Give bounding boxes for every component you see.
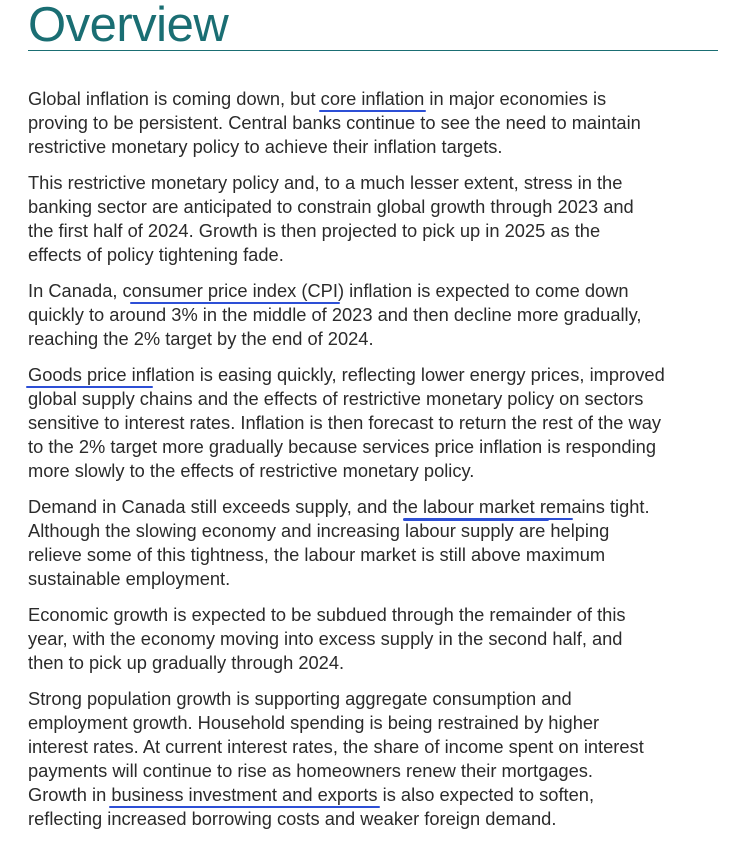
paragraph: Global inflation is coming down, but cor… [28, 87, 718, 159]
body-text: Global inflation is coming down, but cor… [28, 87, 718, 831]
text-line: Demand in Canada still exceeds supply, a… [28, 495, 718, 519]
text-segment: year, with the economy moving into exces… [28, 628, 623, 649]
text-segment: restrictive monetary policy to achieve t… [28, 136, 503, 157]
paragraph: Economic growth is expected to be subdue… [28, 603, 718, 675]
text-line: Although the slowing economy and increas… [28, 519, 718, 543]
pen-underlined-phrase: onsumer price index (CPI [131, 280, 338, 301]
pen-underlined-phrase: labour market rem [422, 496, 572, 517]
text-line: sensitive to interest rates. Inflation i… [28, 411, 718, 435]
text-line: Goods price inflation is easing quickly,… [28, 363, 718, 387]
text-line: sustainable employment. [28, 567, 718, 591]
text-segment: Economic growth is expected to be subdue… [28, 604, 626, 625]
text-line: restrictive monetary policy to achieve t… [28, 135, 718, 159]
pen-underlined-phrase: business investment and exports [111, 784, 378, 805]
paragraph: Strong population growth is supporting a… [28, 687, 718, 831]
text-line: reflecting increased borrowing costs and… [28, 807, 718, 831]
text-segment: Demand in Canada still exceeds supply, a… [28, 496, 423, 517]
paragraph: In Canada, consumer price index (CPI) in… [28, 279, 718, 351]
text-segment: interest rates. At current interest rate… [28, 736, 644, 757]
text-segment: reflecting increased borrowing costs and… [28, 808, 557, 829]
text-line: effects of policy tightening fade. [28, 243, 718, 267]
text-line: proving to be persistent. Central banks … [28, 111, 718, 135]
text-segment: more slowly to the effects of restrictiv… [28, 460, 475, 481]
text-line: more slowly to the effects of restrictiv… [28, 459, 718, 483]
text-segment: employment growth. Household spending is… [28, 712, 600, 733]
text-segment: payments will continue to rise as homeow… [28, 760, 593, 781]
text-line: interest rates. At current interest rate… [28, 735, 718, 759]
text-segment: to the 2% target more gradually because … [28, 436, 656, 457]
text-line: Global inflation is coming down, but cor… [28, 87, 718, 111]
text-segment: global supply chains and the effects of … [28, 388, 644, 409]
text-segment: proving to be persistent. Central banks … [28, 112, 641, 133]
text-segment: sensitive to interest rates. Inflation i… [28, 412, 662, 433]
text-line: relieve some of this tightness, the labo… [28, 543, 718, 567]
text-segment: is also expected to soften, [377, 784, 595, 805]
text-segment: effects of policy tightening fade. [28, 244, 284, 265]
text-segment: lation is easing quickly, reflecting low… [150, 364, 665, 385]
text-segment: Growth in [28, 784, 112, 805]
paragraph: This restrictive monetary policy and, to… [28, 171, 718, 267]
text-line: to the 2% target more gradually because … [28, 435, 718, 459]
text-line: year, with the economy moving into exces… [28, 627, 718, 651]
text-line: then to pick up gradually through 2024. [28, 651, 718, 675]
text-line: quickly to around 3% in the middle of 20… [28, 303, 718, 327]
text-segment: ) inflation is expected to come down [337, 280, 629, 301]
text-segment: in major economies is [424, 88, 607, 109]
text-line: banking sector are anticipated to constr… [28, 195, 718, 219]
text-segment: the first half of 2024. Growth is then p… [28, 220, 601, 241]
document-page: Overview Global inflation is coming down… [28, 0, 718, 843]
pen-underlined-phrase: Goods price inf [28, 364, 151, 385]
text-segment: sustainable employment. [28, 568, 231, 589]
text-segment: ains tight. [571, 496, 650, 517]
text-line: the first half of 2024. Growth is then p… [28, 219, 718, 243]
text-line: This restrictive monetary policy and, to… [28, 171, 718, 195]
text-segment: Although the slowing economy and increas… [28, 520, 610, 541]
text-segment: Strong population growth is supporting a… [28, 688, 572, 709]
text-segment: quickly to around 3% in the middle of 20… [28, 304, 642, 325]
paragraph: Demand in Canada still exceeds supply, a… [28, 495, 718, 591]
text-segment: banking sector are anticipated to constr… [28, 196, 634, 217]
text-line: In Canada, consumer price index (CPI) in… [28, 279, 718, 303]
pen-underlined-phrase: core inflation [320, 88, 425, 109]
text-line: employment growth. Household spending is… [28, 711, 718, 735]
text-line: Growth in business investment and export… [28, 783, 718, 807]
text-segment: then to pick up gradually through 2024. [28, 652, 345, 673]
text-line: payments will continue to rise as homeow… [28, 759, 718, 783]
text-segment: relieve some of this tightness, the labo… [28, 544, 606, 565]
pen-underline-labour-supply [403, 518, 550, 521]
text-segment: reaching the 2% target by the end of 202… [28, 328, 374, 349]
text-line: reaching the 2% target by the end of 202… [28, 327, 718, 351]
text-line: Economic growth is expected to be subdue… [28, 603, 718, 627]
text-segment: In Canada, c [28, 280, 132, 301]
paragraph: Goods price inflation is easing quickly,… [28, 363, 718, 483]
text-line: Strong population growth is supporting a… [28, 687, 718, 711]
page-title: Overview [28, 0, 229, 52]
text-line: global supply chains and the effects of … [28, 387, 718, 411]
text-segment: This restrictive monetary policy and, to… [28, 172, 623, 193]
text-segment: Global inflation is coming down, but [28, 88, 321, 109]
title-rule [28, 50, 718, 51]
